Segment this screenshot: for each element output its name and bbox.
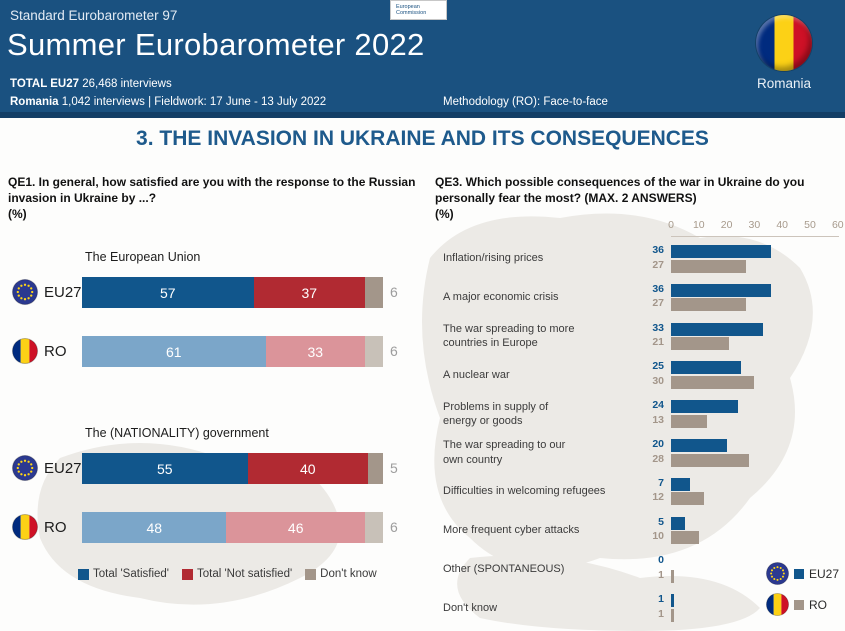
country-interviews-rest: 1,042 interviews | Fieldwork: 17 June - … — [58, 96, 327, 108]
report-series-label: Standard Eurobarometer 97 — [10, 8, 178, 23]
total-interviews-bold: TOTAL EU27 — [10, 78, 80, 90]
ec-logo-line1: European — [396, 4, 420, 10]
country-interviews-line: Romania 1,042 interviews | Fieldwork: 17… — [10, 96, 326, 108]
european-commission-logo: European Commission — [390, 0, 447, 20]
europe-map-watermark — [37, 213, 813, 631]
country-name-bold: Romania — [10, 96, 59, 108]
romania-flag-icon — [756, 15, 812, 71]
header: Standard Eurobarometer 97 Summer Eurobar… — [0, 0, 845, 112]
romania-flag-caption: Romania — [756, 76, 812, 91]
methodology-line: Methodology (RO): Face-to-face — [443, 96, 608, 108]
total-interviews-line: TOTAL EU27 26,468 interviews — [10, 78, 172, 90]
report-title: Summer Eurobarometer 2022 — [7, 27, 425, 62]
ec-logo-line2: Commission — [396, 10, 427, 16]
total-interviews-rest: 26,468 interviews — [79, 78, 172, 90]
